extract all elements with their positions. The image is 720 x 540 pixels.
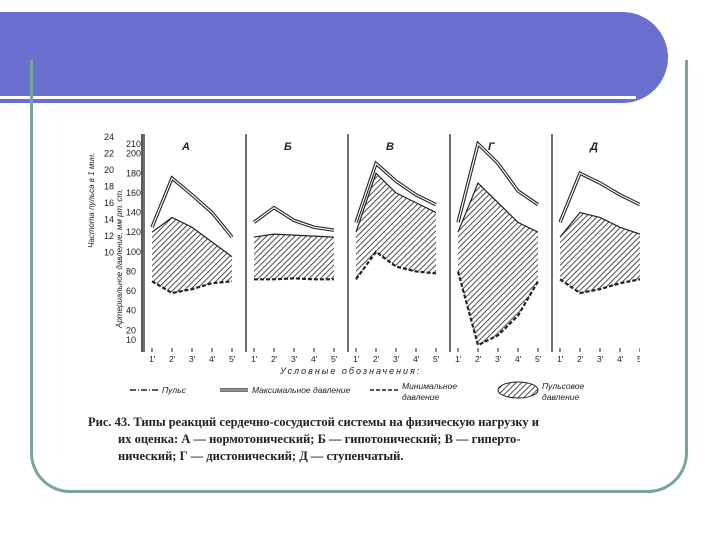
pulse-line <box>457 182 539 233</box>
pressure-tick-label: 20 <box>126 325 136 335</box>
pressure-tick-label: 120 <box>126 227 141 237</box>
max-pressure-line <box>558 170 640 224</box>
legend-label: Пульс <box>162 385 187 395</box>
pulse-tick-label: 14 <box>104 215 114 225</box>
panel-1: А 1' 2' 3' 4' 5' <box>143 134 236 364</box>
x-tick-label: 5' <box>331 354 338 364</box>
figure-caption: Рис. 43. Типы реакций сердечно-сосудисто… <box>88 414 648 465</box>
pulse-line <box>559 211 640 238</box>
pulse-tick-label: 24 <box>104 132 114 142</box>
max-pressure-line-inner <box>559 172 640 223</box>
pulse-tick-label: 20 <box>104 165 114 175</box>
title-banner <box>0 12 668 103</box>
min-pressure-line <box>456 271 539 347</box>
max-pressure-line-inner <box>355 162 437 223</box>
pulse-line <box>355 172 437 233</box>
panel-5: Д 1' 2' 3' 4' 5' <box>551 134 640 364</box>
panel-3: В 1' 2' 3' 4' 5' <box>347 134 440 364</box>
pressure-tick-label: 210 <box>126 139 141 149</box>
min-pressure-line <box>254 277 334 281</box>
panel-2: Б 1' 2' 3' 4' 5' <box>245 134 338 364</box>
caption-line-3: нический; Г — дистонический; Д — ступенч… <box>118 449 404 463</box>
x-tick-label: 2' <box>271 354 278 364</box>
x-tick-label: 5' <box>433 354 440 364</box>
max-pressure-line-inner <box>457 142 539 223</box>
x-tick-label: 2' <box>169 354 176 364</box>
xlabel: Условные обозначения: <box>279 366 421 376</box>
x-tick-label: 1' <box>353 354 360 364</box>
pulse-tick-label: 12 <box>104 231 114 241</box>
pulse-line <box>253 233 335 238</box>
ylabel-pressure: Артериальное давление, мм рт. ст. <box>115 189 124 329</box>
min-pressure-line <box>355 250 437 280</box>
pressure-tick-label: 80 <box>126 266 136 276</box>
x-tick-label: 2' <box>373 354 380 364</box>
panel-label: Г <box>488 141 496 153</box>
panel-label: А <box>181 141 190 153</box>
x-tick-label: 3' <box>597 354 604 364</box>
x-tick-label: 4' <box>209 354 216 364</box>
min-pressure-line <box>559 278 640 295</box>
x-tick-label: 3' <box>393 354 400 364</box>
x-tick-label: 1' <box>149 354 156 364</box>
legend-label: давление <box>402 392 440 402</box>
panel-4: Г 1' 2' 3' 4' 5' <box>449 134 542 364</box>
ylabel-pulse: Частота пульса в 1 мин. <box>87 153 96 248</box>
x-tick-label: 5' <box>535 354 542 364</box>
pulse-tick-label: 18 <box>104 182 114 192</box>
pulse-pressure-area <box>356 173 436 280</box>
x-tick-label: 1' <box>557 354 564 364</box>
pulse-pressure-area <box>254 234 334 280</box>
legend-label: Минимальное <box>402 381 457 391</box>
caption-line-1: Рис. 43. Типы реакций сердечно-сосудисто… <box>88 415 539 429</box>
x-tick-label: 3' <box>495 354 502 364</box>
x-tick-label: 1' <box>251 354 258 364</box>
x-tick-label: 4' <box>515 354 522 364</box>
min-pressure-line <box>151 280 233 295</box>
pressure-tick-label: 40 <box>126 306 136 316</box>
content-frame <box>30 60 688 493</box>
panel-label: Д <box>589 141 598 153</box>
x-tick-label: 4' <box>413 354 420 364</box>
x-tick-label: 3' <box>291 354 298 364</box>
chart-panels: А 1' 2' 3' 4' 5' Б 1' 2' 3' 4' 5' В 1' 2' 3' 4' 5' Г 1' 2' 3'… <box>143 134 640 364</box>
max-pressure-line-inner <box>253 206 335 231</box>
legend-label: Максимальное давление <box>252 385 351 395</box>
chart-axes: Частота пульса в 1 мин. Артериальное давл… <box>87 132 143 352</box>
x-tick-label: 2' <box>577 354 584 364</box>
legend-label: давление <box>542 392 580 402</box>
max-pressure-line-inner <box>151 177 233 238</box>
pressure-tick-label: 200 <box>126 149 141 159</box>
max-pressure-line <box>252 205 335 232</box>
pulse-pressure-area <box>560 212 640 294</box>
pressure-tick-label: 180 <box>126 168 141 178</box>
pressure-tick-label: 10 <box>126 335 136 345</box>
chart-legend: Условные обозначения: Пульс Максимальное д… <box>130 366 585 402</box>
x-tick-label: 5' <box>637 354 640 364</box>
pulse-tick-label: 16 <box>104 198 114 208</box>
pressure-tick-label: 140 <box>126 208 141 218</box>
panel-label: Б <box>284 141 292 153</box>
pulse-pressure-area <box>458 183 538 346</box>
panel-label: В <box>386 141 394 153</box>
x-tick-label: 1' <box>455 354 462 364</box>
pulse-pressure-area <box>152 217 232 294</box>
legend-swatch-pulse-pressure <box>497 381 539 399</box>
pressure-tick-label: 60 <box>126 286 136 296</box>
pulse-tick-label: 22 <box>104 149 114 159</box>
pulse-tick-label: 10 <box>104 248 114 258</box>
legend-label: Пульсовое <box>542 381 585 391</box>
caption-line-2: их оценка: А — нормотонический; Б — гипо… <box>118 432 521 446</box>
pressure-tick-label: 100 <box>126 247 141 257</box>
pulse-line <box>151 216 233 258</box>
x-tick-label: 2' <box>475 354 482 364</box>
figure-chart: Частота пульса в 1 мин. Артериальное давл… <box>87 132 640 402</box>
x-tick-label: 3' <box>189 354 196 364</box>
x-tick-label: 4' <box>617 354 624 364</box>
pressure-tick-label: 160 <box>126 188 141 198</box>
x-tick-label: 5' <box>229 354 236 364</box>
banner-divider <box>0 96 636 99</box>
x-tick-label: 4' <box>311 354 318 364</box>
